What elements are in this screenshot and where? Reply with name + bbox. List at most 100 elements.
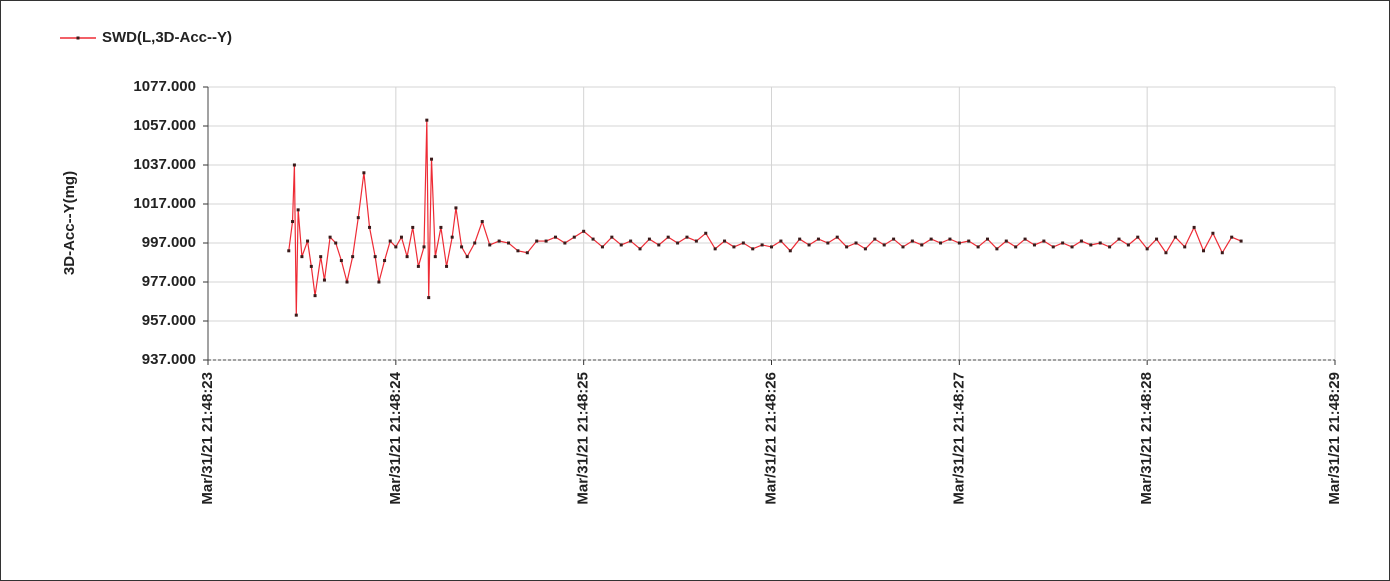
data-point <box>1023 237 1027 241</box>
data-point <box>647 237 651 241</box>
data-point <box>306 239 310 243</box>
legend-marker <box>76 36 80 40</box>
data-point <box>319 255 323 259</box>
data-point <box>1183 245 1187 249</box>
data-point <box>516 249 520 253</box>
data-point <box>1061 241 1065 245</box>
data-point <box>967 239 971 243</box>
data-point <box>287 249 291 253</box>
data-point <box>473 241 477 245</box>
data-point <box>460 245 464 249</box>
data-point <box>339 259 343 263</box>
y-axis-label: 3D-Acc--Y(mg) <box>61 171 78 275</box>
data-point <box>394 245 398 249</box>
data-point <box>882 243 886 247</box>
data-point <box>296 208 300 212</box>
data-point <box>788 249 792 253</box>
data-point <box>465 255 469 259</box>
data-point <box>1230 235 1234 239</box>
data-point <box>976 245 980 249</box>
x-tick-label: Mar/31/21 21:48:28 <box>1138 372 1155 505</box>
data-point <box>445 264 449 268</box>
y-tick-label: 1037.000 <box>133 156 196 173</box>
data-point <box>873 237 877 241</box>
data-point <box>863 247 867 251</box>
data-point <box>377 280 381 284</box>
data-point <box>986 237 990 241</box>
y-tick-label: 997.000 <box>142 234 196 251</box>
data-point <box>1042 239 1046 243</box>
data-point <box>845 245 849 249</box>
data-point <box>427 296 431 300</box>
x-tick-label: Mar/31/21 21:48:24 <box>387 371 404 504</box>
data-point <box>1202 249 1206 253</box>
data-point <box>751 247 755 251</box>
data-point <box>351 255 355 259</box>
data-point <box>362 171 366 175</box>
data-point <box>563 241 567 245</box>
data-point <box>826 241 830 245</box>
data-point <box>497 239 501 243</box>
data-point <box>619 243 623 247</box>
data-point <box>525 251 529 255</box>
x-tick-label: Mar/31/21 21:48:27 <box>950 372 967 505</box>
x-tick-label: Mar/31/21 21:48:29 <box>1326 372 1343 505</box>
data-point <box>388 239 392 243</box>
data-point <box>488 243 492 247</box>
data-point <box>328 235 332 239</box>
data-point <box>760 243 764 247</box>
data-point <box>1108 245 1112 249</box>
data-point <box>1004 239 1008 243</box>
data-point <box>368 225 372 229</box>
y-tick-label: 1057.000 <box>133 117 196 134</box>
data-point <box>399 235 403 239</box>
data-point <box>854 241 858 245</box>
data-point <box>1155 237 1159 241</box>
data-point <box>1239 239 1243 243</box>
data-point <box>433 255 437 259</box>
data-point <box>544 239 548 243</box>
data-point <box>582 229 586 233</box>
data-point <box>416 264 420 268</box>
data-point <box>629 239 633 243</box>
data-point <box>480 220 484 224</box>
data-point <box>910 239 914 243</box>
data-point <box>373 255 377 259</box>
data-point <box>411 225 415 229</box>
data-point <box>1070 245 1074 249</box>
data-point <box>770 245 773 249</box>
data-point <box>901 245 905 249</box>
data-point <box>995 247 999 251</box>
data-point <box>835 235 839 239</box>
data-point <box>1098 241 1102 245</box>
data-point <box>356 216 360 220</box>
data-point <box>685 235 689 239</box>
data-point <box>1051 245 1055 249</box>
data-point <box>309 264 313 268</box>
data-point <box>676 241 680 245</box>
data-point <box>1136 235 1140 239</box>
data-point <box>704 231 708 235</box>
data-point <box>1211 231 1215 235</box>
data-point <box>535 239 539 243</box>
data-point <box>300 255 304 259</box>
data-point <box>666 235 670 239</box>
data-point <box>816 237 820 241</box>
x-tick-label: Mar/31/21 21:48:26 <box>762 372 779 505</box>
data-point <box>732 245 736 249</box>
data-point <box>591 237 595 241</box>
data-point <box>610 235 614 239</box>
data-point <box>1079 239 1083 243</box>
y-tick-label: 1077.000 <box>133 78 196 95</box>
data-point <box>454 206 458 210</box>
data-point <box>798 237 802 241</box>
data-point <box>313 294 317 298</box>
data-point <box>422 245 426 249</box>
data-point <box>345 280 349 284</box>
data-point <box>741 241 745 245</box>
data-point <box>425 118 429 122</box>
data-point <box>1032 243 1036 247</box>
